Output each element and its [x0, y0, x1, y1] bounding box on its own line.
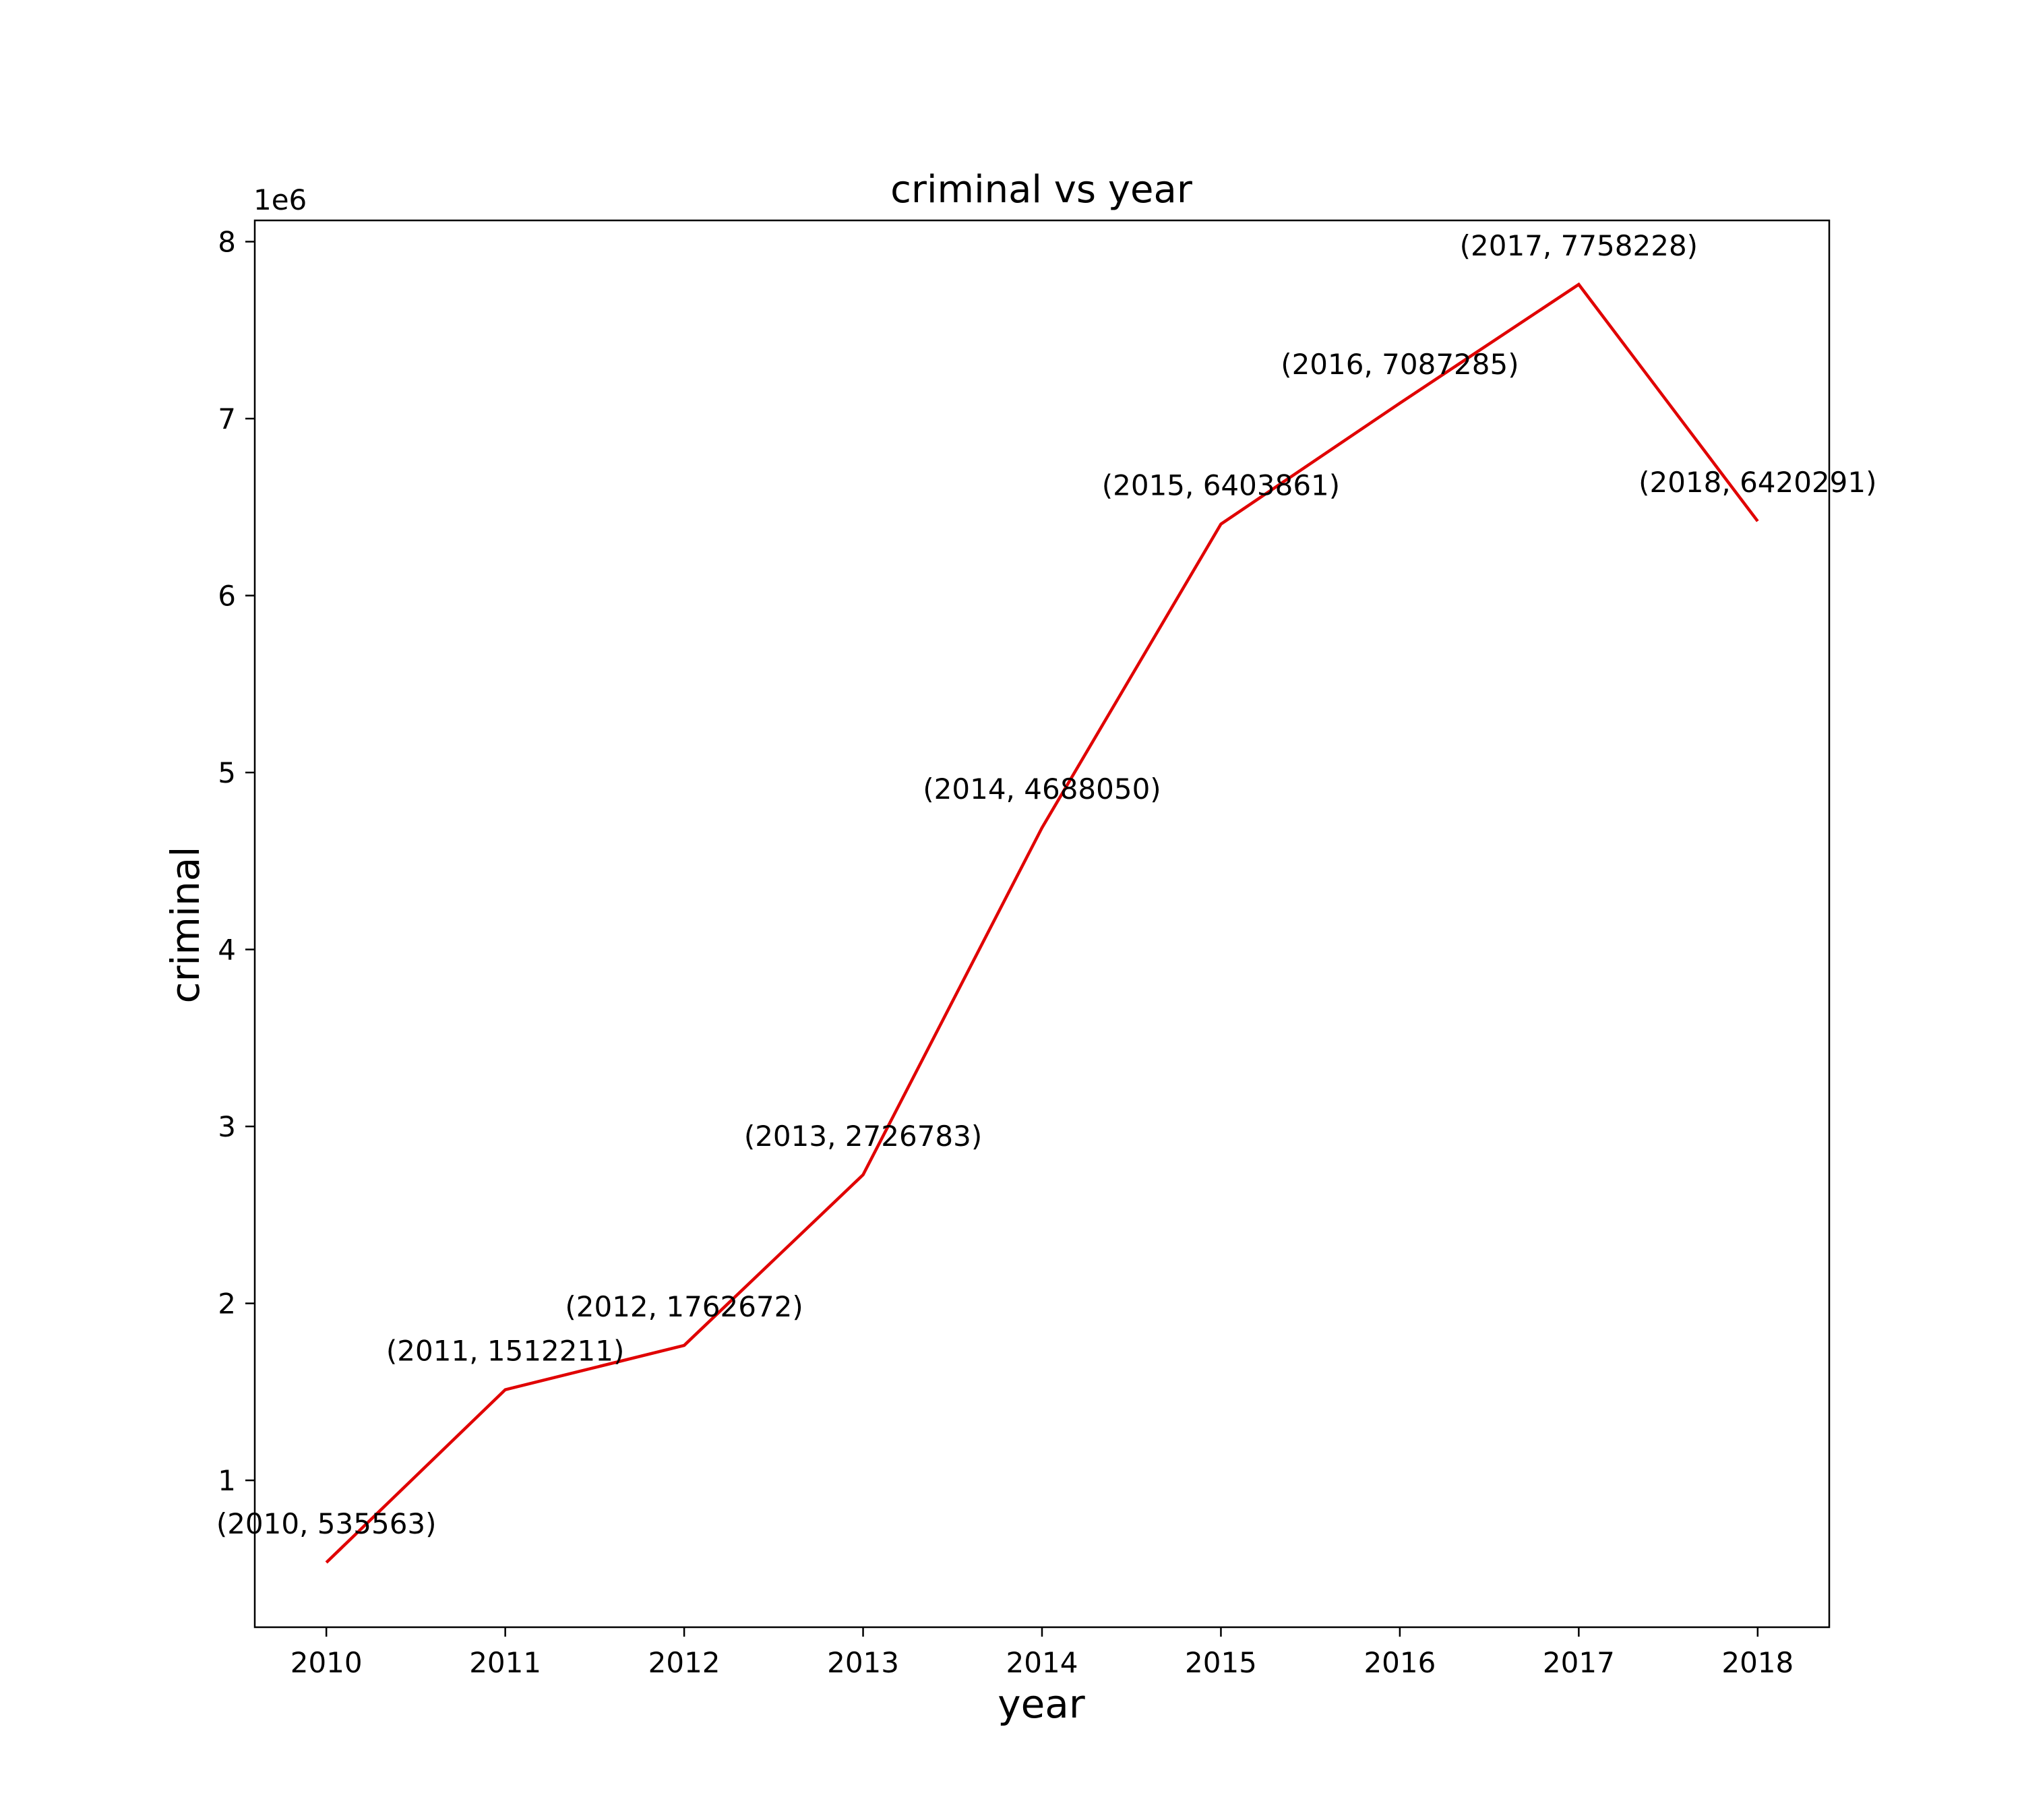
data-point-label: (2015, 6403861)	[1102, 469, 1340, 502]
data-point-label: (2018, 6420291)	[1638, 466, 1876, 499]
x-tick-label: 2018	[1721, 1646, 1794, 1679]
x-tick-label: 2010	[290, 1646, 363, 1679]
plot-frame	[253, 219, 1831, 1629]
y-tick-label: 6	[218, 580, 236, 613]
y-tick-label: 2	[218, 1287, 236, 1321]
x-tick-label: 2013	[827, 1646, 899, 1679]
y-tick-label: 3	[218, 1110, 236, 1143]
y-tick-label: 1	[218, 1464, 236, 1497]
data-point-label: (2012, 1762672)	[565, 1290, 803, 1323]
data-point-label: (2013, 2726783)	[744, 1120, 982, 1153]
data-point-label: (2016, 7087285)	[1281, 348, 1519, 381]
series-line	[325, 282, 1759, 1564]
data-point-label: (2017, 7758228)	[1460, 229, 1698, 262]
y-tick-label: 7	[218, 402, 236, 435]
plot-area: 2010 2011 2012 2013 2014 2015 2016 2017 2018 1 2 3 4…	[216, 226, 1877, 1679]
data-point-label: (2011, 1512211)	[386, 1335, 624, 1368]
y-tick-label: 8	[218, 226, 236, 259]
data-point-label: (2014, 4688050)	[923, 772, 1161, 806]
x-tick-label: 2017	[1543, 1646, 1615, 1679]
data-point-label: (2010, 535563)	[216, 1507, 437, 1540]
x-tick-label: 2012	[648, 1646, 721, 1679]
y-tick-label: 4	[218, 934, 236, 967]
x-tick-label: 2015	[1185, 1646, 1257, 1679]
y-axis-offset-label: 1e6	[253, 183, 307, 216]
x-tick-label: 2011	[469, 1646, 541, 1679]
x-axis-label: year	[998, 1681, 1085, 1727]
y-tick-label: 5	[218, 756, 236, 789]
y-axis-label: criminal	[162, 847, 208, 1004]
x-tick-label: 2016	[1364, 1646, 1436, 1679]
chart-title: criminal vs year	[890, 168, 1193, 212]
x-tick-label: 2014	[1006, 1646, 1078, 1679]
